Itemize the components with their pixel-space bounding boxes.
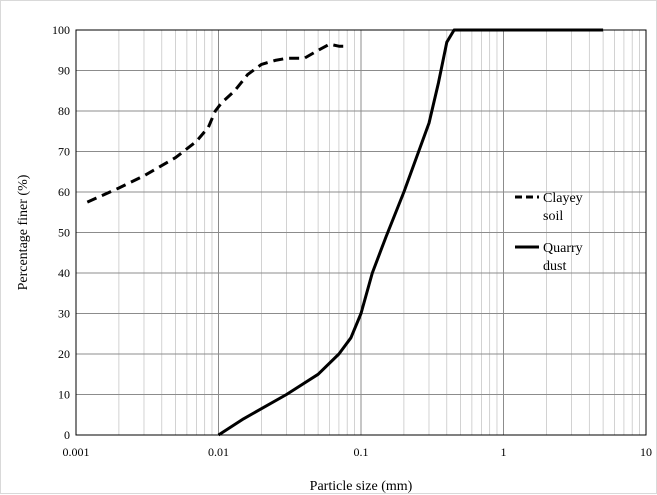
y-tick-label: 0 bbox=[64, 428, 70, 442]
x-tick-label: 0.1 bbox=[354, 445, 369, 459]
y-axis-title: Percentage finer (%) bbox=[16, 174, 31, 290]
y-tick-label: 70 bbox=[58, 145, 70, 159]
x-tick-label: 0.001 bbox=[63, 445, 90, 459]
legend-label: dust bbox=[543, 259, 566, 274]
y-tick-label: 90 bbox=[58, 64, 70, 78]
y-tick-label: 60 bbox=[58, 185, 70, 199]
y-tick-label: 20 bbox=[58, 347, 70, 361]
x-tick-label: 0.01 bbox=[208, 445, 229, 459]
y-tick-label: 40 bbox=[58, 266, 70, 280]
y-tick-label: 100 bbox=[52, 23, 70, 37]
x-tick-label: 1 bbox=[501, 445, 507, 459]
legend-label: soil bbox=[543, 209, 563, 224]
y-axis-tick-labels: 0 10 20 30 40 50 60 70 80 90 100 bbox=[52, 23, 70, 442]
x-axis-title: Particle size (mm) bbox=[310, 479, 413, 494]
plot-area-border bbox=[75, 29, 647, 436]
quarry-dust-line bbox=[217, 28, 604, 437]
y-tick-label: 80 bbox=[58, 104, 70, 118]
legend: Clayey soil Quarry dust bbox=[515, 191, 583, 274]
y-tick-label: 10 bbox=[58, 388, 70, 402]
y-tick-label: 50 bbox=[58, 226, 70, 240]
legend-label: Quarry bbox=[543, 241, 583, 256]
legend-label: Clayey bbox=[543, 191, 583, 206]
x-tick-label: 10 bbox=[640, 445, 652, 459]
y-tick-label: 30 bbox=[58, 307, 70, 321]
series-layer bbox=[86, 28, 604, 437]
x-axis-tick-labels: 0.001 0.01 0.1 1 10 bbox=[63, 445, 653, 459]
clayey-soil-line bbox=[86, 42, 348, 204]
